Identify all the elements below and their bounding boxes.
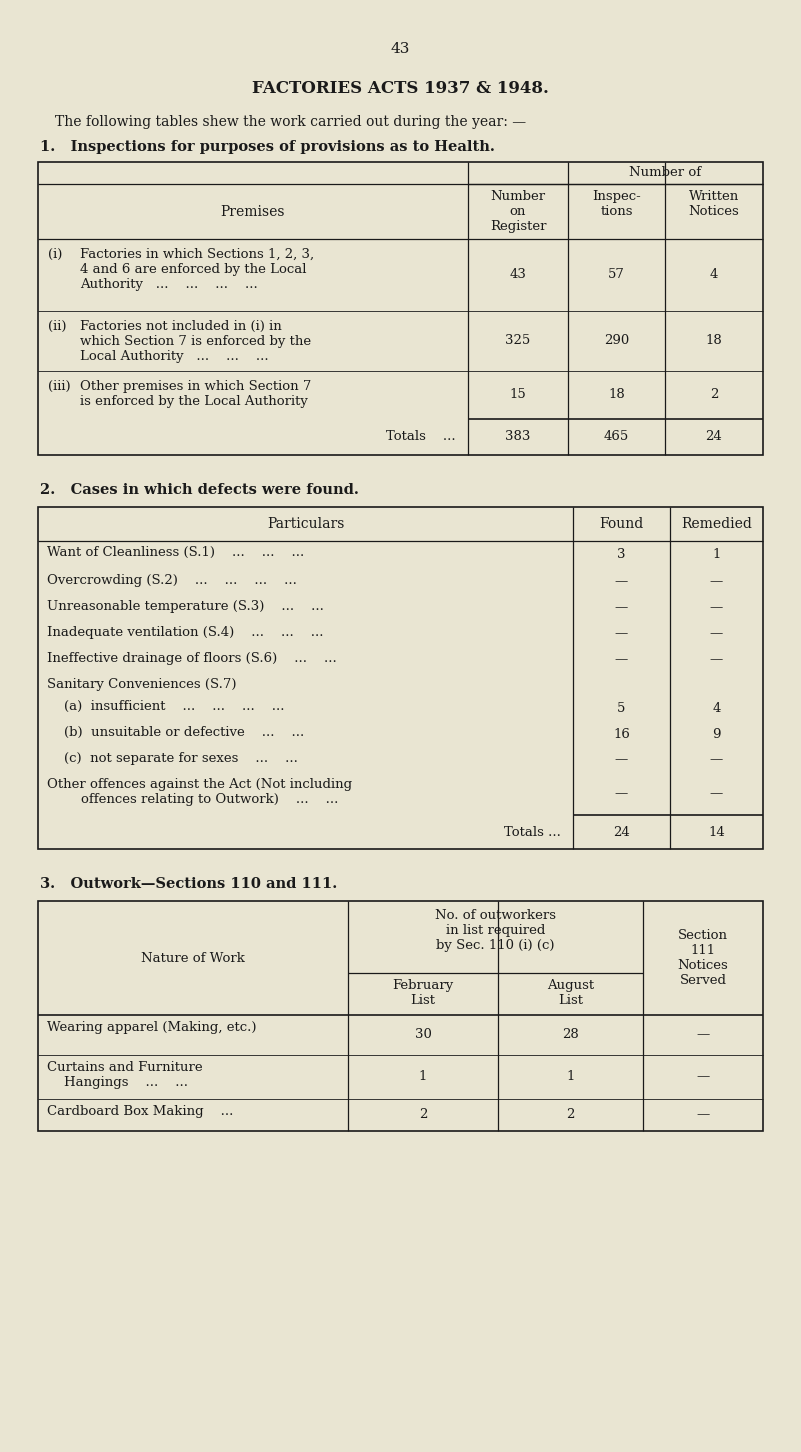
Text: Nature of Work: Nature of Work — [141, 951, 245, 964]
Text: 4: 4 — [710, 269, 718, 282]
Text: —: — — [710, 787, 723, 800]
Text: Written
Notices: Written Notices — [689, 190, 739, 218]
Text: —: — — [615, 787, 628, 800]
Text: FACTORIES ACTS 1937 & 1948.: FACTORIES ACTS 1937 & 1948. — [252, 80, 549, 97]
Text: —: — — [710, 601, 723, 614]
Text: 5: 5 — [618, 701, 626, 714]
Text: August
List: August List — [547, 979, 594, 1008]
Text: 2: 2 — [710, 389, 718, 402]
Text: 2: 2 — [419, 1108, 427, 1121]
Text: 57: 57 — [608, 269, 625, 282]
Text: 290: 290 — [604, 334, 629, 347]
Text: Totals ...: Totals ... — [504, 826, 561, 838]
Text: 18: 18 — [706, 334, 723, 347]
Text: 3: 3 — [618, 549, 626, 562]
Text: (a)  insufficient    ...    ...    ...    ...: (a) insufficient ... ... ... ... — [47, 700, 284, 713]
Text: —: — — [615, 754, 628, 767]
Text: 1: 1 — [419, 1070, 427, 1083]
Text: 43: 43 — [390, 42, 409, 57]
Text: Inspec-
tions: Inspec- tions — [592, 190, 641, 218]
Text: —: — — [615, 653, 628, 666]
Text: Sanitary Conveniences (S.7): Sanitary Conveniences (S.7) — [47, 678, 236, 691]
Text: The following tables shew the work carried out during the year: —: The following tables shew the work carri… — [55, 115, 526, 129]
Text: —: — — [696, 1108, 710, 1121]
Text: Want of Cleanliness (S.1)    ...    ...    ...: Want of Cleanliness (S.1) ... ... ... — [47, 546, 304, 559]
Text: 1: 1 — [566, 1070, 574, 1083]
Text: Ineffective drainage of floors (S.6)    ...    ...: Ineffective drainage of floors (S.6) ...… — [47, 652, 336, 665]
Text: Section
111
Notices
Served: Section 111 Notices Served — [678, 929, 728, 987]
Text: —: — — [615, 575, 628, 588]
Text: 43: 43 — [509, 269, 526, 282]
Text: 18: 18 — [608, 389, 625, 402]
Text: February
List: February List — [392, 979, 453, 1008]
Text: 383: 383 — [505, 430, 531, 443]
Text: 15: 15 — [509, 389, 526, 402]
Text: (c)  not separate for sexes    ...    ...: (c) not separate for sexes ... ... — [47, 752, 298, 765]
Text: —: — — [710, 754, 723, 767]
Bar — [38, 507, 763, 849]
Text: 24: 24 — [706, 430, 723, 443]
Text: 16: 16 — [613, 727, 630, 741]
Bar — [38, 163, 763, 454]
Text: 1.   Inspections for purposes of provisions as to Health.: 1. Inspections for purposes of provision… — [40, 139, 495, 154]
Text: —: — — [710, 627, 723, 640]
Text: (i): (i) — [48, 248, 62, 261]
Text: Unreasonable temperature (S.3)    ...    ...: Unreasonable temperature (S.3) ... ... — [47, 600, 324, 613]
Text: 2.   Cases in which defects were found.: 2. Cases in which defects were found. — [40, 484, 359, 497]
Text: Overcrowding (S.2)    ...    ...    ...    ...: Overcrowding (S.2) ... ... ... ... — [47, 574, 297, 587]
Text: —: — — [696, 1070, 710, 1083]
Text: Particulars: Particulars — [267, 517, 344, 531]
Text: 1: 1 — [712, 549, 721, 562]
Text: (iii): (iii) — [48, 380, 70, 393]
Text: —: — — [615, 601, 628, 614]
Text: Wearing apparel (Making, etc.): Wearing apparel (Making, etc.) — [47, 1021, 256, 1034]
Text: Other premises in which Section 7
is enforced by the Local Authority: Other premises in which Section 7 is enf… — [80, 380, 312, 408]
Text: Cardboard Box Making    ...: Cardboard Box Making ... — [47, 1105, 233, 1118]
Text: (ii): (ii) — [48, 319, 66, 333]
Text: Inadequate ventilation (S.4)    ...    ...    ...: Inadequate ventilation (S.4) ... ... ... — [47, 626, 324, 639]
Text: 2: 2 — [566, 1108, 574, 1121]
Text: Found: Found — [599, 517, 644, 531]
Text: —: — — [710, 653, 723, 666]
Text: Factories not included in (i) in
which Section 7 is enforced by the
Local Author: Factories not included in (i) in which S… — [80, 319, 311, 363]
Text: Number of: Number of — [630, 166, 702, 179]
Bar — [38, 902, 763, 1131]
Text: —: — — [710, 575, 723, 588]
Text: 4: 4 — [712, 701, 721, 714]
Text: Factories in which Sections 1, 2, 3,
4 and 6 are enforced by the Local
Authority: Factories in which Sections 1, 2, 3, 4 a… — [80, 248, 314, 290]
Text: 30: 30 — [415, 1028, 432, 1041]
Text: (b)  unsuitable or defective    ...    ...: (b) unsuitable or defective ... ... — [47, 726, 304, 739]
Text: —: — — [696, 1028, 710, 1041]
Text: No. of outworkers
in list required
by Sec. 110 (i) (c): No. of outworkers in list required by Se… — [435, 909, 556, 953]
Text: Other offences against the Act (Not including
        offences relating to Outwo: Other offences against the Act (Not incl… — [47, 778, 352, 806]
Text: Remedied: Remedied — [681, 517, 752, 531]
Text: Number
on
Register: Number on Register — [489, 190, 546, 232]
Text: Totals    ...: Totals ... — [386, 430, 456, 443]
Text: 9: 9 — [712, 727, 721, 741]
Text: 28: 28 — [562, 1028, 579, 1041]
Text: —: — — [615, 627, 628, 640]
Text: 24: 24 — [613, 826, 630, 838]
Text: 14: 14 — [708, 826, 725, 838]
Text: Premises: Premises — [221, 205, 285, 218]
Text: 3.   Outwork—Sections 110 and 111.: 3. Outwork—Sections 110 and 111. — [40, 877, 337, 892]
Text: Curtains and Furniture
    Hangings    ...    ...: Curtains and Furniture Hangings ... ... — [47, 1061, 203, 1089]
Text: 325: 325 — [505, 334, 530, 347]
Text: 465: 465 — [604, 430, 629, 443]
